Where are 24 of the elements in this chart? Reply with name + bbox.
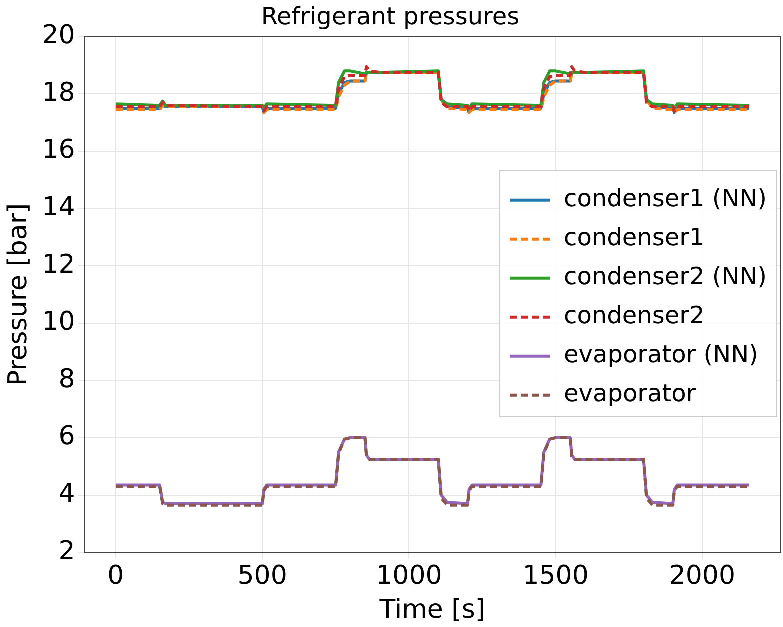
x-tick-label: 0	[108, 560, 124, 591]
x-tick-label: 1000	[376, 560, 442, 591]
legend-label: condenser2	[564, 302, 705, 330]
x-tick-label: 500	[238, 560, 288, 591]
y-tick-label: 2	[58, 536, 76, 566]
y-tick-label: 18	[42, 78, 76, 108]
y-tick-label: 14	[42, 192, 76, 222]
y-tick-label: 4	[58, 479, 76, 510]
x-axis-title: Time [s]	[378, 595, 486, 626]
y-tick-label: 16	[42, 135, 76, 166]
chart-title: Refrigerant pressures	[261, 2, 520, 31]
x-tick-label: 2000	[669, 560, 736, 591]
x-tick-label: 1500	[522, 560, 589, 591]
legend-label: evaporator (NN)	[564, 340, 758, 369]
legend-label: evaporator	[564, 380, 696, 408]
legend-label: condenser1	[564, 224, 705, 252]
y-tick-label: 10	[42, 307, 76, 338]
y-tick-label: 8	[58, 364, 76, 394]
y-tick-label: 12	[42, 250, 76, 280]
legend-label: condenser1 (NN)	[564, 184, 767, 213]
y-axis-title: Pressure [bar]	[3, 203, 34, 386]
y-tick-label: 6	[58, 422, 76, 452]
legend-label: condenser2 (NN)	[564, 262, 767, 291]
y-tick-label: 20	[42, 20, 76, 51]
